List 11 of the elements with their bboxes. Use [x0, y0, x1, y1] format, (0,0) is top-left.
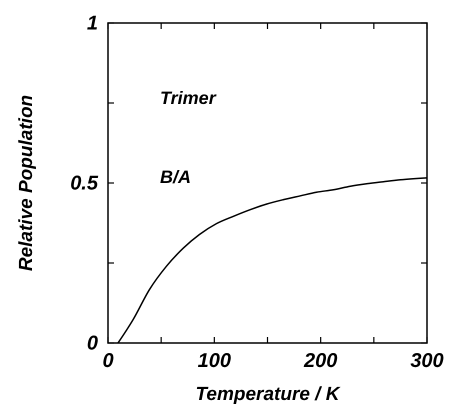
y-tick-label: 0.5	[70, 172, 99, 194]
x-tick-label: 300	[410, 350, 444, 372]
annotation: Trimer	[160, 88, 217, 108]
x-tick-label: 100	[198, 350, 232, 372]
y-tick-label: 0	[86, 332, 98, 354]
annotation: B/A	[160, 167, 191, 187]
x-tick-label: 0	[102, 350, 114, 372]
x-axis-title: Temperature / K	[196, 384, 341, 405]
y-tick-label: 1	[86, 12, 98, 34]
x-tick-label: 200	[302, 350, 338, 372]
y-axis-title: Relative Population	[16, 94, 37, 272]
